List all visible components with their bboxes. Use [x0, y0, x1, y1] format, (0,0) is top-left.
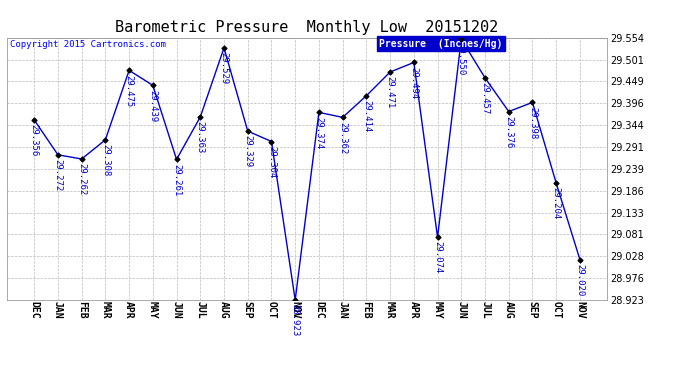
Point — [408, 60, 420, 66]
Text: 29.272: 29.272 — [53, 159, 62, 191]
Text: 29.439: 29.439 — [148, 90, 157, 122]
Text: 29.471: 29.471 — [386, 76, 395, 108]
Text: 29.304: 29.304 — [267, 146, 276, 178]
Text: Pressure  (Inches/Hg): Pressure (Inches/Hg) — [379, 39, 502, 49]
Text: 29.204: 29.204 — [552, 187, 561, 219]
Point — [574, 256, 585, 262]
Point — [527, 99, 538, 105]
Point — [432, 234, 443, 240]
Text: Copyright 2015 Cartronics.com: Copyright 2015 Cartronics.com — [10, 40, 166, 49]
Title: Barometric Pressure  Monthly Low  20151202: Barometric Pressure Monthly Low 20151202 — [115, 20, 499, 35]
Point — [219, 45, 230, 51]
Text: 29.376: 29.376 — [504, 116, 513, 148]
Point — [361, 93, 372, 99]
Point — [313, 110, 324, 116]
Point — [124, 68, 135, 74]
Point — [384, 69, 395, 75]
Point — [52, 152, 63, 158]
Text: 29.457: 29.457 — [480, 82, 489, 114]
Text: 29.020: 29.020 — [575, 264, 584, 296]
Point — [171, 156, 182, 162]
Point — [100, 137, 111, 143]
Point — [503, 108, 514, 114]
Point — [242, 128, 253, 134]
Text: 29.550: 29.550 — [457, 44, 466, 76]
Point — [147, 82, 158, 88]
Point — [551, 180, 562, 186]
Text: 29.308: 29.308 — [101, 144, 110, 176]
Text: 29.414: 29.414 — [362, 100, 371, 132]
Text: 29.374: 29.374 — [315, 117, 324, 149]
Point — [337, 114, 348, 120]
Point — [29, 117, 40, 123]
Text: 29.261: 29.261 — [172, 164, 181, 196]
Point — [456, 36, 467, 42]
Point — [76, 156, 87, 162]
Text: 29.529: 29.529 — [219, 52, 228, 84]
Text: 29.356: 29.356 — [30, 124, 39, 156]
Text: 29.475: 29.475 — [125, 75, 134, 107]
Text: 29.362: 29.362 — [338, 122, 347, 154]
Text: 29.363: 29.363 — [196, 121, 205, 153]
Text: 29.262: 29.262 — [77, 163, 86, 195]
Text: 29.329: 29.329 — [244, 135, 253, 168]
Point — [266, 138, 277, 144]
Text: 29.398: 29.398 — [528, 106, 537, 139]
Text: 29.074: 29.074 — [433, 242, 442, 274]
Point — [195, 114, 206, 120]
Text: 28.923: 28.923 — [290, 304, 299, 336]
Point — [290, 297, 301, 303]
Point — [480, 75, 491, 81]
Text: 29.494: 29.494 — [409, 67, 418, 99]
